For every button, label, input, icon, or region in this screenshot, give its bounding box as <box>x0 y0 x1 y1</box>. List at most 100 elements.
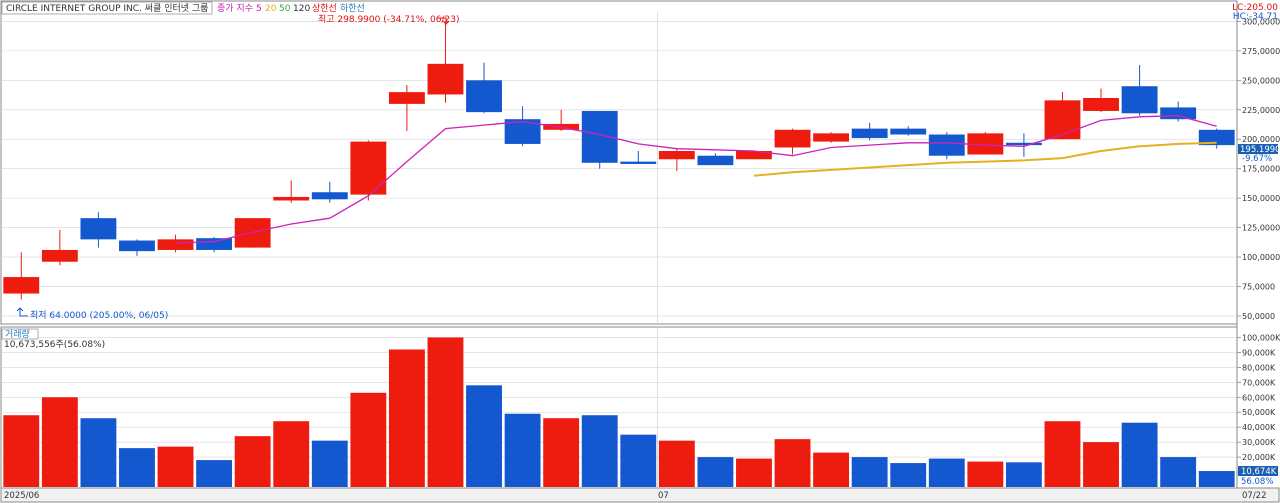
price-tick-label: 300,0000 <box>1242 17 1280 26</box>
chart-title: CIRCLE INTERNET GROUP INC. 써클 인터넷 그룹 <box>6 3 208 14</box>
candle-body <box>736 151 772 160</box>
volume-bar <box>1160 457 1197 487</box>
volume-bar <box>80 418 117 487</box>
volume-bar <box>388 349 425 487</box>
candle-body <box>581 110 618 163</box>
price-y-axis: 300,0000 275,0000 250,0000 225,0000 200,0000… <box>1237 17 1280 321</box>
volume-bar <box>3 415 40 487</box>
candle-body <box>658 151 695 160</box>
volume-bar <box>466 385 502 487</box>
current-volume-pct: 56.08% <box>1241 477 1273 487</box>
volume-title-box <box>1 328 39 340</box>
volume-bar <box>967 461 1004 487</box>
volume-tick-label: 40,000K <box>1242 423 1276 432</box>
volume-bar <box>504 413 541 487</box>
candle-body <box>1044 100 1081 140</box>
candle-body <box>466 80 502 113</box>
candle-body <box>273 196 310 201</box>
low-annotation: 최저 64.0000 (205.00%, 06/05) <box>30 310 168 321</box>
volume-tick-label: 30,000K <box>1242 438 1276 447</box>
legend-ma20: 20 <box>265 4 277 14</box>
moving-average-lines <box>175 115 1217 244</box>
candle-body <box>1121 86 1158 114</box>
high-annotation: 최고 298.9900 (-34.71%, 06/23) <box>318 14 459 25</box>
volume-bar <box>311 440 348 487</box>
candle-body <box>388 92 425 104</box>
volume-y-axis: 100,000K 90,000K 80,000K 70,000K 60,000K 50,0… <box>1237 333 1280 477</box>
price-tick-label: 50,0000 <box>1242 312 1275 321</box>
volume-bar <box>581 415 618 487</box>
volume-bar <box>273 421 310 487</box>
volume-bar <box>774 439 811 487</box>
current-price: 195.1990 <box>1240 145 1280 155</box>
candle-body <box>41 249 78 262</box>
volume-tick-label: 60,000K <box>1242 393 1276 402</box>
ma20-line <box>753 141 1217 177</box>
candle-body <box>1198 129 1235 146</box>
x-label-month: 07 <box>658 491 669 501</box>
volume-bar <box>658 440 695 487</box>
volume-tick-label: 80,000K <box>1242 363 1276 372</box>
legend-upper-limit: 상한선 <box>312 3 337 14</box>
hc-label: HC:-34.71 <box>1233 12 1278 22</box>
lc-label: LC:205.00 <box>1232 3 1278 13</box>
price-tick-label: 275,0000 <box>1242 47 1280 56</box>
title-box <box>1 1 213 15</box>
candle-body <box>427 63 464 95</box>
x-label-end: 07/22 <box>1242 491 1267 501</box>
volume-value-label: 10,673,556주(56.08%) <box>4 339 105 350</box>
legend-lower-limit: 하한선 <box>340 3 365 14</box>
legend-ma120: 120 <box>293 4 310 14</box>
current-price-box <box>1238 144 1278 154</box>
candle-body <box>697 155 734 166</box>
candle-body <box>813 133 850 142</box>
candle-body <box>928 134 965 156</box>
volume-title: 거래량 <box>5 328 30 340</box>
price-tick-label: 75,0000 <box>1242 282 1275 291</box>
price-tick-label: 175,0000 <box>1242 165 1280 174</box>
volume-bar <box>1044 421 1081 487</box>
volume-bar <box>543 418 580 487</box>
volume-bar <box>196 460 233 487</box>
price-tick-label: 150,0000 <box>1242 194 1280 203</box>
volume-bar <box>1083 442 1119 487</box>
current-volume: 10,674K <box>1241 467 1277 477</box>
candle-body <box>967 133 1004 155</box>
candle-body <box>620 161 657 164</box>
legend-ma50: 50 <box>279 4 291 14</box>
volume-tick-label: 90,000K <box>1242 348 1276 357</box>
volume-bar <box>350 392 387 487</box>
volume-tick-label: 70,000K <box>1242 378 1276 387</box>
candle-body <box>851 128 888 139</box>
low-arrow-icon <box>16 307 28 317</box>
ma5-line <box>175 115 1217 244</box>
volume-series <box>3 337 1235 487</box>
price-tick-label: 250,0000 <box>1242 76 1280 85</box>
high-arrow-icon <box>438 17 450 25</box>
price-tick-label: 225,0000 <box>1242 106 1280 115</box>
price-panel-frame <box>0 0 1238 325</box>
volume-bar <box>41 397 78 487</box>
volume-bar <box>928 458 965 487</box>
candle-body <box>3 277 40 294</box>
x-label-start: 2025/06 <box>4 491 39 501</box>
candle-body <box>774 129 811 148</box>
price-tick-label: 200,0000 <box>1242 135 1280 144</box>
volume-tick-label: 100,000K <box>1242 333 1280 342</box>
volume-bar <box>1005 462 1042 487</box>
volume-bar <box>813 452 850 487</box>
candle-body <box>196 238 233 250</box>
volume-bar <box>1198 471 1235 487</box>
legend-close-label: 종가 지수 <box>217 3 253 14</box>
candle-body <box>119 240 155 252</box>
volume-bar <box>620 434 657 487</box>
volume-bar <box>1121 422 1158 487</box>
candle-body <box>1083 97 1119 111</box>
price-grid <box>2 21 1236 317</box>
legend-ma5: 5 <box>256 4 262 14</box>
volume-tick-label: 20,000K <box>1242 453 1276 462</box>
candle-body <box>890 128 927 135</box>
candle-body <box>1160 107 1197 120</box>
volume-tick-label: 50,000K <box>1242 408 1276 417</box>
